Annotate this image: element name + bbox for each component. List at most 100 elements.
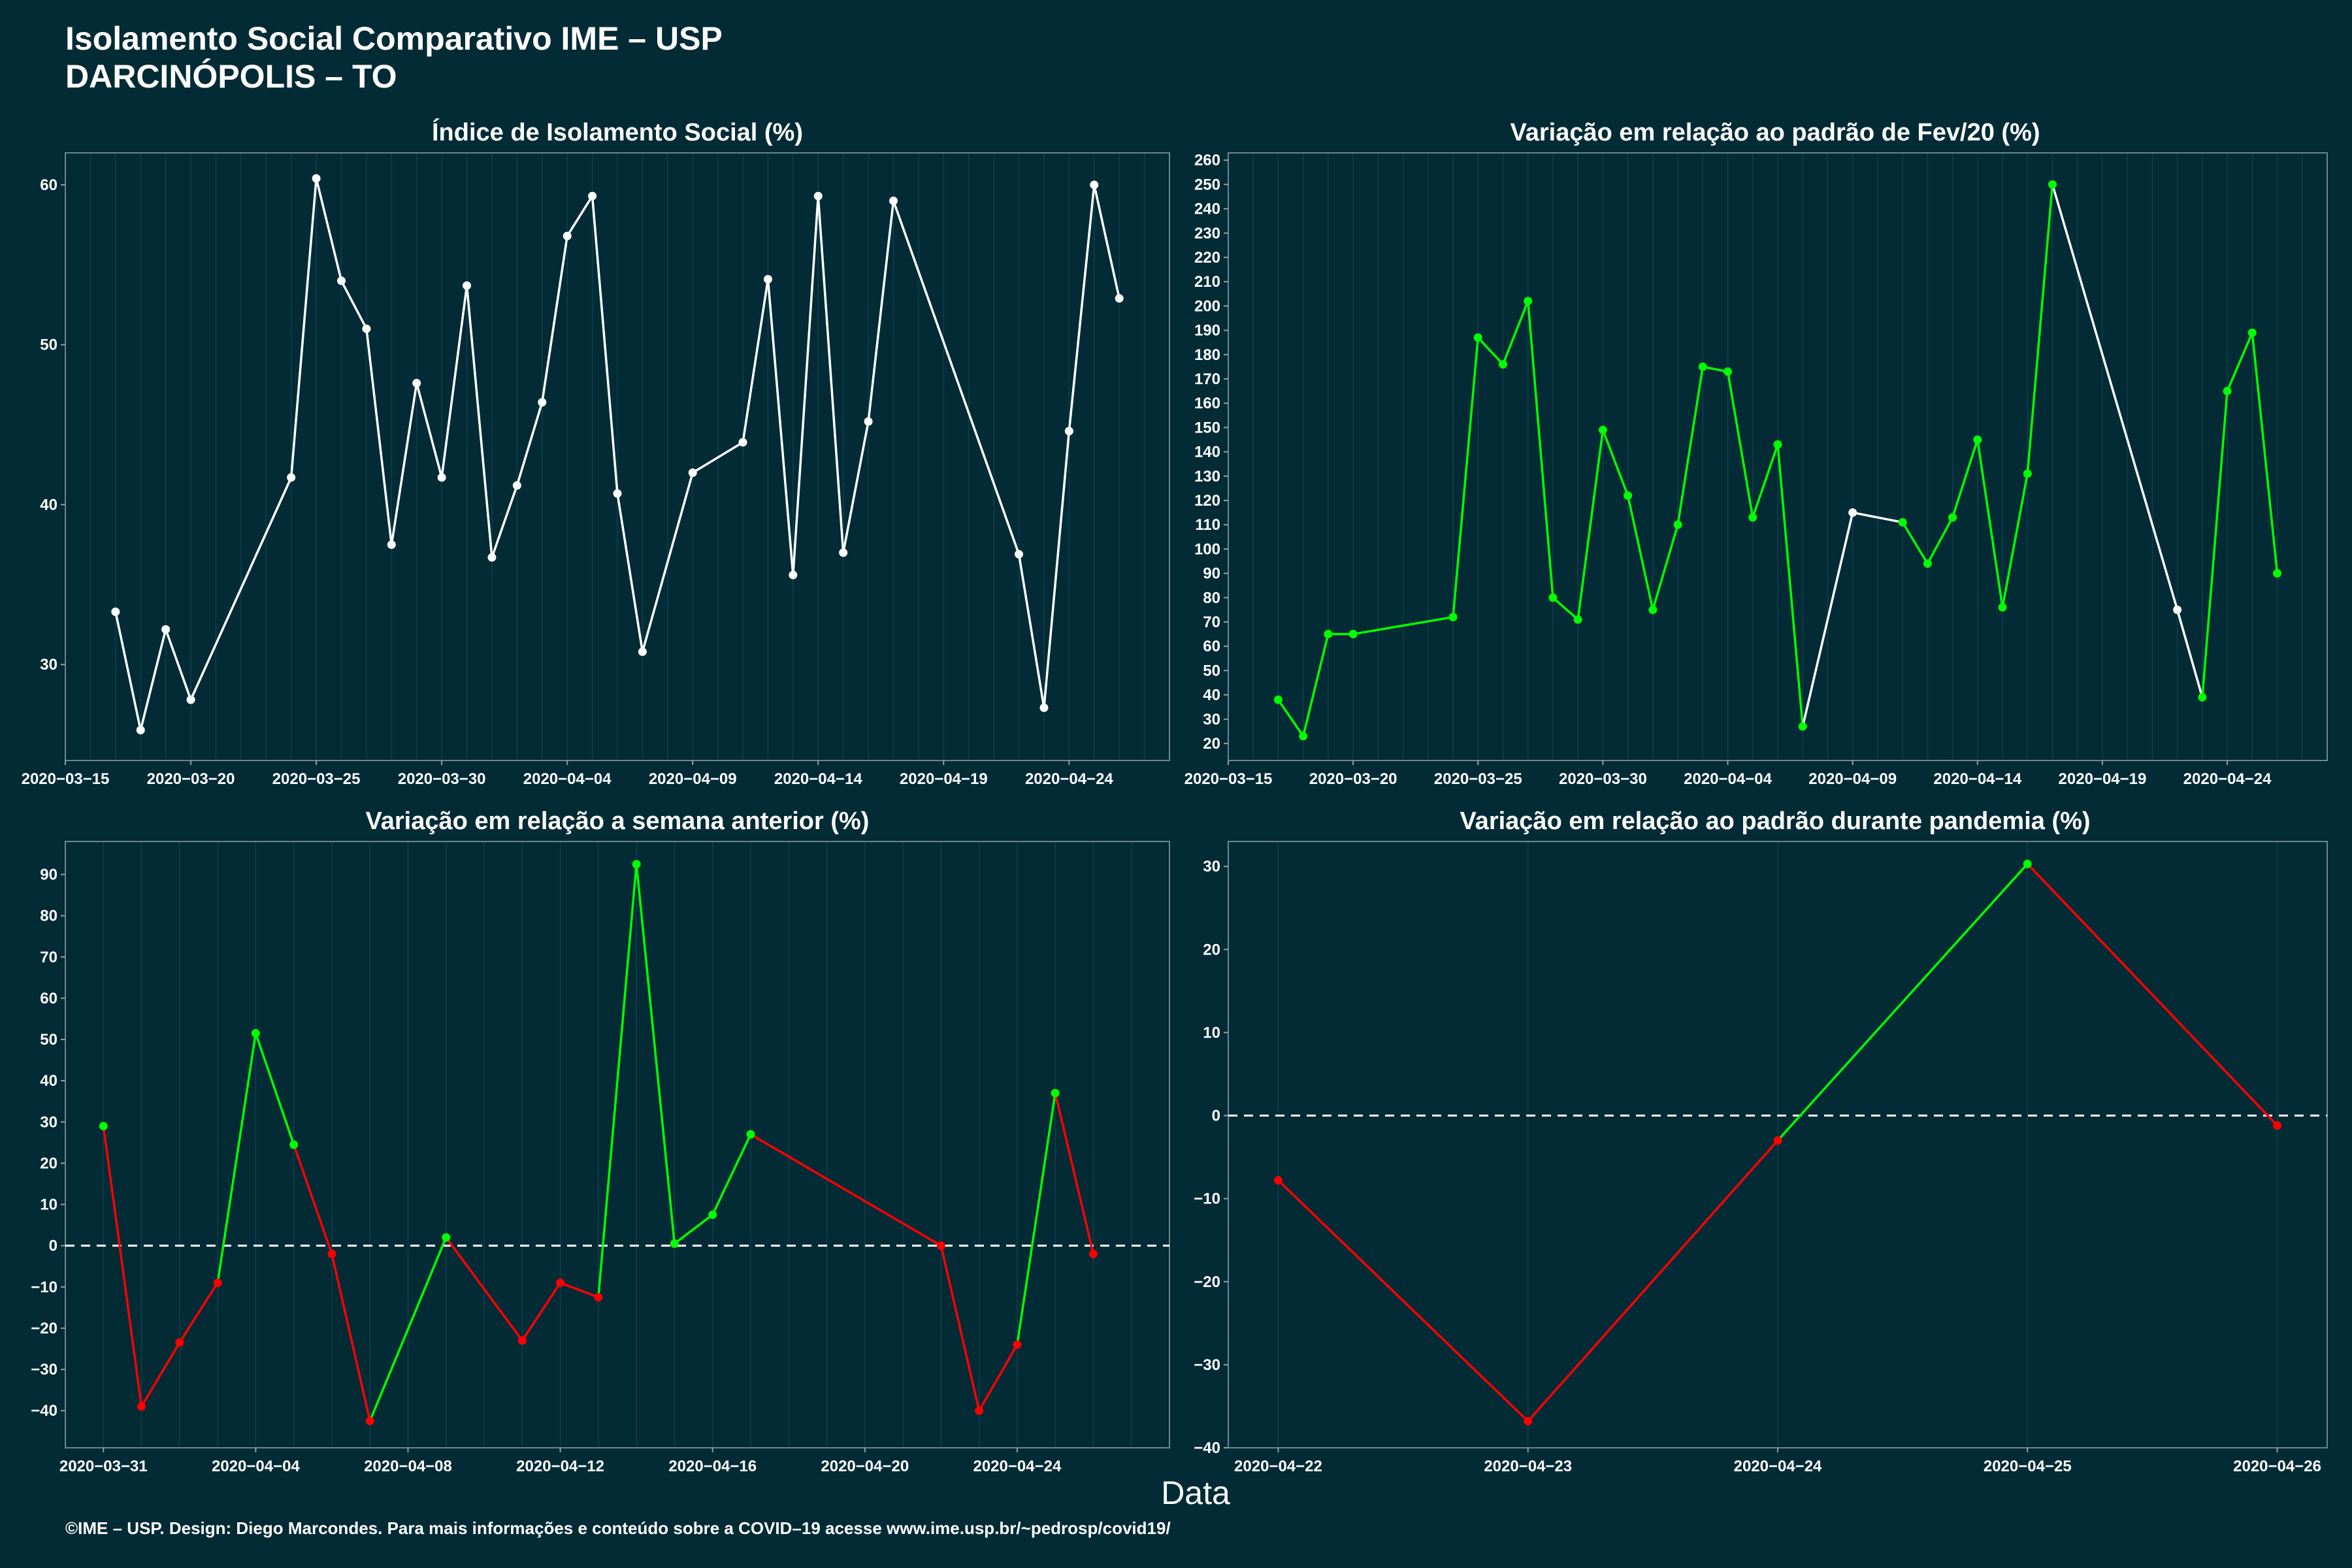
isolation-index-segment xyxy=(365,329,393,545)
variation-week-ytick-label: 10 xyxy=(40,1196,57,1214)
isolation-index-segment xyxy=(616,493,644,652)
isolation-index-point xyxy=(588,191,597,201)
isolation-index-segment xyxy=(315,178,343,282)
variation-feb-segment xyxy=(2001,473,2029,608)
isolation-index-ytick-label: 60 xyxy=(40,176,57,194)
isolation-index-segment xyxy=(1043,431,1071,708)
variation-week-point xyxy=(289,1140,299,1149)
variation-feb-ytick-label: 80 xyxy=(1203,589,1220,607)
variation-feb-segment xyxy=(1951,439,1979,518)
variation-feb-ytick-label: 30 xyxy=(1203,711,1220,728)
variation-pandemic-xtick-label: 2020−04−24 xyxy=(1734,1458,1822,1475)
panel-title-isolation-index: Índice de Isolamento Social (%) xyxy=(431,119,803,146)
variation-feb-segment xyxy=(1601,429,1629,497)
variation-week-segment xyxy=(521,1282,562,1341)
variation-feb-segment xyxy=(1301,634,1330,737)
variation-feb-ytick-label: 120 xyxy=(1194,492,1220,510)
variation-week-xtick-label: 2020−04−24 xyxy=(973,1458,1061,1475)
isolation-index-point xyxy=(889,196,898,205)
variation-week-point xyxy=(99,1122,108,1131)
isolation-index-xtick-label: 2020−04−24 xyxy=(1025,770,1113,788)
variation-week-ytick-label: −30 xyxy=(31,1361,57,1379)
variation-feb-point xyxy=(1524,297,1533,306)
variation-pandemic-xtick-label: 2020−04−26 xyxy=(2233,1458,2321,1475)
variation-week-ytick-label: 70 xyxy=(40,949,57,966)
footer-credits: ©IME – USP. Design: Diego Marcondes. Par… xyxy=(65,1518,1171,1538)
isolation-index-point xyxy=(287,473,296,482)
variation-feb-ytick-label: 240 xyxy=(1194,201,1220,218)
variation-week-segment xyxy=(711,1134,752,1216)
variation-week-ytick-label: 60 xyxy=(40,990,57,1007)
isolation-index-segment xyxy=(892,200,1021,555)
isolation-index-point xyxy=(186,695,195,704)
variation-feb-xtick-label: 2020−04−04 xyxy=(1684,770,1772,788)
variation-week-point xyxy=(251,1029,260,1038)
isolation-index-point xyxy=(813,191,823,201)
variation-feb-ytick-label: 70 xyxy=(1203,613,1220,631)
isolation-index-point xyxy=(437,473,446,482)
variation-pandemic-ytick-label: 20 xyxy=(1203,941,1220,958)
variation-feb-ytick-label: 250 xyxy=(1194,176,1220,193)
variation-feb-ytick-label: 60 xyxy=(1203,638,1220,655)
isolation-index-segment xyxy=(189,477,293,700)
variation-week-point xyxy=(517,1336,527,1345)
variation-feb-point xyxy=(2247,328,2257,337)
variation-feb-segment xyxy=(2201,391,2229,698)
variation-feb-segment xyxy=(1726,371,1754,518)
variation-pandemic-segment xyxy=(1527,1139,1779,1422)
variation-week-segment xyxy=(674,1213,713,1245)
variation-feb-xtick-label: 2020−04−14 xyxy=(1933,770,2021,788)
variation-feb-point xyxy=(1948,513,1957,522)
variation-feb-segment xyxy=(1926,517,1954,564)
isolation-index-segment xyxy=(340,280,368,330)
variation-feb-point xyxy=(1723,367,1733,376)
variation-feb-segment xyxy=(1552,596,1579,621)
variation-feb-ytick-label: 180 xyxy=(1194,346,1220,364)
isolation-index-segment xyxy=(289,178,318,478)
isolation-index-point xyxy=(638,647,647,657)
variation-feb-segment xyxy=(2251,333,2279,574)
isolation-index-segment xyxy=(867,201,895,422)
variation-feb-point xyxy=(2173,605,2182,614)
variation-feb-ytick-label: 20 xyxy=(1203,735,1220,753)
variation-pandemic-segment xyxy=(1277,1179,1529,1422)
isolation-index-segment xyxy=(792,195,820,576)
variation-feb-ytick-label: 140 xyxy=(1194,444,1220,461)
variation-feb-ytick-label: 50 xyxy=(1203,662,1220,679)
isolation-index-xtick-label: 2020−03−15 xyxy=(22,770,110,788)
isolation-index-xtick-label: 2020−04−09 xyxy=(649,770,737,788)
variation-week-ytick-label: −40 xyxy=(31,1402,57,1420)
isolation-index-segment xyxy=(641,472,694,653)
isolation-index-xtick-label: 2020−03−30 xyxy=(398,770,486,788)
variation-feb-segment xyxy=(1901,521,1929,564)
isolation-index-ytick-label: 50 xyxy=(40,336,57,354)
variation-pandemic-ytick-label: −40 xyxy=(1194,1439,1220,1457)
variation-feb-point xyxy=(2023,469,2032,478)
isolation-index-xtick-label: 2020−03−20 xyxy=(147,770,235,788)
variation-feb-xtick-label: 2020−03−30 xyxy=(1559,770,1647,788)
variation-feb-segment xyxy=(1752,444,1779,518)
isolation-index-point xyxy=(763,274,772,284)
variation-week-point xyxy=(594,1293,603,1302)
variation-feb-point xyxy=(1299,732,1308,741)
variation-week-point xyxy=(365,1416,374,1426)
variation-pandemic-point xyxy=(2273,1121,2282,1130)
variation-week-point xyxy=(670,1239,679,1249)
variation-week-ytick-label: 80 xyxy=(40,907,57,925)
isolation-index-segment xyxy=(541,236,568,403)
variation-week-segment xyxy=(1054,1092,1095,1254)
variation-feb-ytick-label: 160 xyxy=(1194,395,1220,412)
variation-feb-ytick-label: 210 xyxy=(1194,273,1220,291)
variation-week-point xyxy=(442,1233,451,1242)
variation-week-segment xyxy=(368,1237,448,1422)
variation-week-segment xyxy=(597,864,638,1298)
variation-feb-segment xyxy=(1277,699,1305,737)
variation-feb-xtick-label: 2020−03−20 xyxy=(1309,770,1397,788)
variation-pandemic-ytick-label: 30 xyxy=(1203,858,1220,875)
variation-pandemic-point xyxy=(2023,859,2032,868)
variation-pandemic-segment xyxy=(2027,863,2278,1126)
isolation-index-segment xyxy=(742,279,770,443)
variation-feb-segment xyxy=(1576,429,1605,620)
variation-feb-point xyxy=(1598,425,1607,434)
variation-feb-ytick-label: 190 xyxy=(1194,322,1220,340)
